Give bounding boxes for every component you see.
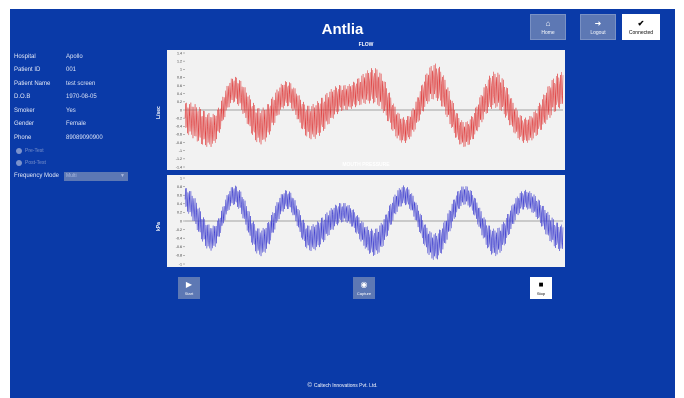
connected-button[interactable]: ✔ Connected: [622, 14, 660, 40]
patient-info-label: Gender: [14, 121, 35, 128]
flow-y-tick-label: 0: [180, 108, 182, 112]
patient-info-label: Patient Name: [14, 80, 51, 87]
footer-text: Caltech Innovations Pvt. Ltd.: [313, 383, 378, 389]
patient-info-value: 1970-08-05: [66, 94, 97, 101]
flow-y-tick-label: -0.2: [176, 116, 182, 120]
connected-label: Connected: [628, 29, 654, 36]
capture-button[interactable]: ◉ Capture: [353, 277, 375, 299]
frequency-mode-row: Frequency Mode Multi ▼: [14, 171, 128, 181]
logout-icon: ➜: [594, 18, 602, 28]
home-button[interactable]: ⌂ Home: [530, 14, 566, 40]
patient-info-row: Patient Name test screen: [14, 77, 128, 91]
logout-label: Logout: [590, 29, 606, 36]
pressure-y-axis-label: kPa: [156, 222, 162, 231]
camera-icon: ◉: [360, 280, 368, 289]
flow-y-tick-label: 1.4: [177, 51, 182, 55]
patient-info-row: Gender Female: [14, 118, 128, 132]
frequency-mode-select[interactable]: Multi: [64, 171, 128, 181]
pressure-y-tick-label: -0.2: [176, 228, 182, 232]
flow-y-axis-label: L/sec: [156, 106, 162, 119]
pressure-y-tick-label: 0.8: [177, 185, 182, 189]
pressure-chart: 1 0.8 0.6 0.4 0.2 0 -0.2 -0.4 -0.6 -0.8 -1: [167, 175, 565, 267]
pre-test-radio-dot: [16, 147, 22, 154]
patient-info-value: Yes: [66, 107, 76, 114]
pre-test-radio[interactable]: Pre-Test: [14, 145, 128, 157]
flow-y-tick-label: 0.4: [177, 92, 182, 96]
flow-y-tick-label: -1.2: [176, 157, 182, 161]
play-icon: ▶: [185, 280, 193, 289]
patient-info-value: 001: [66, 67, 77, 74]
patient-info-value: test screen: [66, 80, 96, 87]
capture-label: Capture: [356, 291, 372, 296]
app-title: Antlia: [321, 21, 364, 38]
flow-y-tick-label: -1.4: [176, 165, 182, 169]
pressure-y-tick-label: 0.2: [177, 211, 182, 215]
check-icon: ✔: [637, 18, 645, 28]
patient-info-panel: Hospital Apollo Patient ID 001 Patient Name t…: [14, 50, 128, 181]
home-icon: ⌂: [545, 18, 551, 28]
patient-info-label: Patient ID: [14, 67, 41, 74]
flow-chart: 1.4 1.2 1 0.8 0.6 0.4 0.2 0 -0.2 -0.4 -0.6 -0.8 -1 -1…: [167, 50, 565, 170]
post-test-radio-dot: [16, 159, 22, 166]
footer: © Caltech Innovations Pvt. Ltd.: [10, 383, 675, 389]
pressure-y-tick-label: 1: [180, 176, 182, 180]
flow-series-line: [184, 63, 564, 147]
pressure-series-line: [184, 185, 564, 260]
flow-y-tick-label: 0.8: [177, 76, 182, 80]
post-test-radio[interactable]: Post-Test: [14, 157, 128, 169]
stop-button[interactable]: ■ Stop: [530, 277, 552, 299]
frequency-select-wrap: Multi ▼: [64, 171, 128, 181]
pressure-chart-title: MOUTH PRESSURE: [342, 162, 390, 168]
flow-y-tick-label: 1.2: [177, 59, 182, 63]
app-window: Antlia ⌂ Home ➜ Logout ✔ Connected Hospi…: [10, 9, 675, 398]
start-label: Start: [184, 291, 194, 296]
frequency-mode-label: Frequency Mode: [14, 173, 60, 179]
pressure-y-tick-label: -1: [179, 262, 182, 266]
patient-info-row: Patient ID 001: [14, 64, 128, 78]
stop-label: Stop: [536, 291, 546, 296]
flow-y-tick-label: -1: [179, 149, 182, 153]
logout-button[interactable]: ➜ Logout: [580, 14, 616, 40]
flow-y-tick-label: -0.6: [176, 133, 182, 137]
flow-y-tick-label: 0.2: [177, 100, 182, 104]
patient-info-value: Female: [66, 121, 87, 128]
start-button[interactable]: ▶ Start: [178, 277, 200, 299]
patient-info-row: Smoker Yes: [14, 104, 128, 118]
patient-info-label: Phone: [14, 134, 32, 141]
flow-y-tick-label: 1: [180, 68, 182, 72]
pressure-y-tick-label: -0.4: [176, 237, 182, 241]
pressure-chart-svg: 1 0.8 0.6 0.4 0.2 0 -0.2 -0.4 -0.6 -0.8 -1: [176, 176, 564, 266]
pressure-y-tick-label: -0.8: [176, 254, 182, 258]
patient-info-row: D.O.B 1970-08-05: [14, 91, 128, 105]
post-test-label: Post-Test: [25, 159, 46, 166]
pre-test-label: Pre-Test: [25, 147, 44, 154]
pressure-y-tick-label: 0: [180, 219, 182, 223]
pressure-y-tick-label: 0.4: [177, 202, 182, 206]
flow-chart-svg: 1.4 1.2 1 0.8 0.6 0.4 0.2 0 -0.2 -0.4 -0.6 -0.8 -1 -1…: [176, 51, 564, 169]
patient-info-value: Apollo: [66, 53, 83, 60]
patient-info-row: Hospital Apollo: [14, 50, 128, 64]
patient-info-value: 89089090900: [66, 134, 103, 141]
copyright-icon: ©: [307, 383, 312, 389]
patient-info-label: Hospital: [14, 53, 36, 60]
pressure-y-tick-label: 0.6: [177, 194, 182, 198]
patient-info-label: D.O.B: [14, 94, 31, 101]
stop-icon: ■: [538, 280, 544, 289]
flow-y-tick-label: -0.4: [176, 125, 182, 129]
pressure-y-tick-label: -0.6: [176, 245, 182, 249]
patient-info-row: Phone 89089090900: [14, 131, 128, 145]
flow-chart-title: FLOW: [358, 42, 374, 48]
home-label: Home: [541, 29, 555, 36]
flow-y-tick-label: 0.6: [177, 84, 182, 88]
flow-y-tick-label: -0.8: [176, 141, 182, 145]
patient-info-label: Smoker: [14, 107, 35, 114]
